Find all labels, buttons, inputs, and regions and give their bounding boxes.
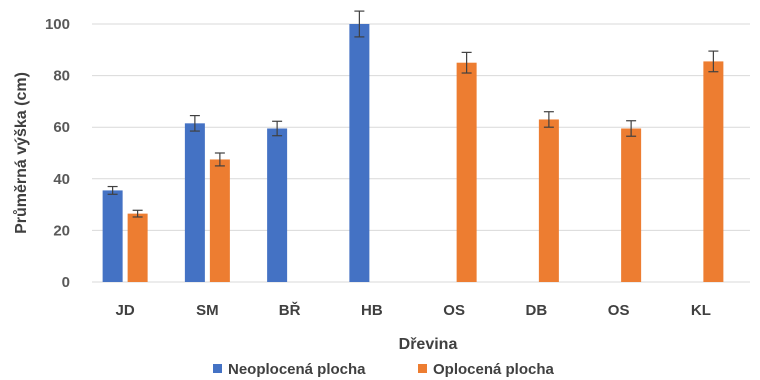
y-axis-title: Průměrná výška (cm) <box>13 72 30 234</box>
y-tick-label: 100 <box>45 16 70 33</box>
bar <box>349 24 370 282</box>
bar <box>267 128 288 282</box>
bars <box>102 24 724 283</box>
legend-label: Oplocená plocha <box>433 361 555 378</box>
y-tick-label: 0 <box>62 274 70 291</box>
x-tick-label: BŘ <box>279 301 301 319</box>
y-tick-label: 40 <box>53 171 70 188</box>
x-tick-label: JD <box>116 302 135 319</box>
x-tick-label: DB <box>526 302 548 319</box>
bar <box>703 61 724 282</box>
x-tick-label: OS <box>443 302 465 319</box>
bar <box>621 128 642 282</box>
x-tick-label: KL <box>691 302 711 319</box>
legend-swatch <box>213 364 222 373</box>
y-tick-label: 60 <box>53 119 70 136</box>
error-bars <box>107 10 719 218</box>
legend-label: Neoplocená plocha <box>228 361 366 378</box>
x-tick-label: SM <box>196 302 219 319</box>
x-tick-label: OS <box>608 302 630 319</box>
legend: Neoplocená plocha Oplocená plocha <box>213 361 555 378</box>
x-axis-title: Dřevina <box>399 336 458 353</box>
bar <box>127 213 148 282</box>
x-tick-label: HB <box>361 302 383 319</box>
y-tick-label: 80 <box>53 68 70 85</box>
bar <box>184 123 205 282</box>
bar <box>209 159 230 282</box>
legend-swatch <box>418 364 427 373</box>
x-axis-ticks: JD SM BŘ HB OS DB OS KL <box>116 301 711 319</box>
y-axis-ticks: 0 20 40 60 80 100 <box>45 16 70 291</box>
bar <box>102 190 123 282</box>
bar <box>538 119 559 283</box>
y-tick-label: 20 <box>53 222 70 239</box>
bar <box>456 62 477 283</box>
